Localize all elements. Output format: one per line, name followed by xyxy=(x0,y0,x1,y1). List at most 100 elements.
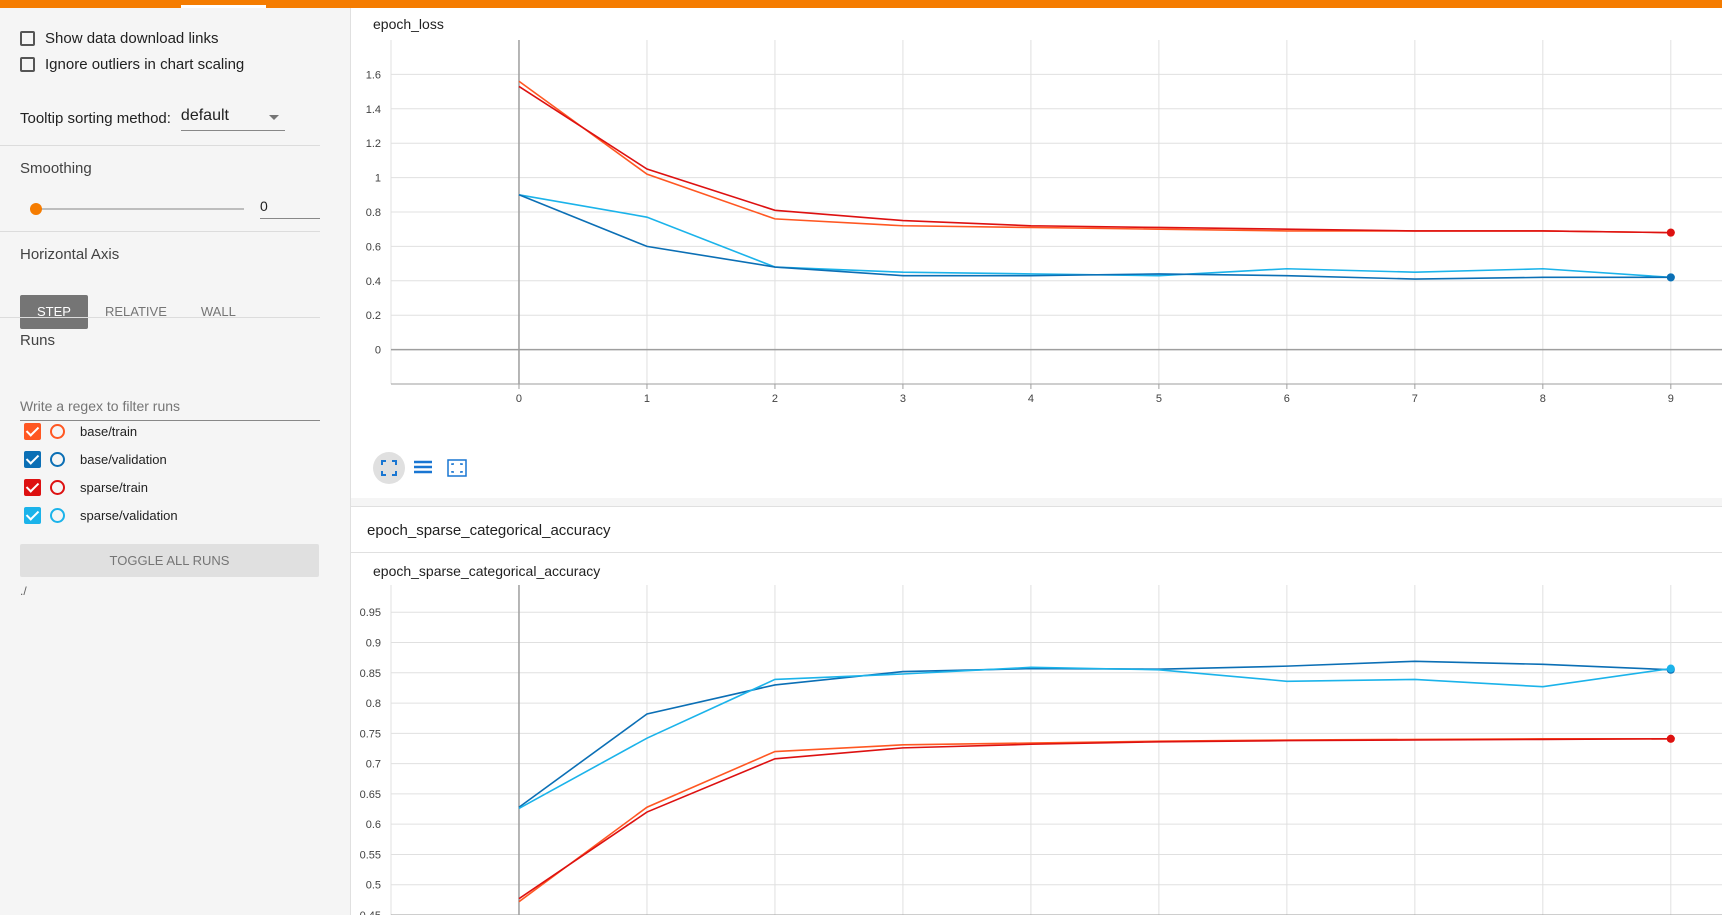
chart-svg: 0 0.2 0.4 0.6 0.8 1 1.2 1.4 1.6 0 1 2 3 4 5 6 7 8 9 xyxy=(366,40,1722,405)
y-tick-label: 0.75 xyxy=(360,728,381,740)
y-tick-label: 1.2 xyxy=(366,138,381,150)
x-tick-label: 0 xyxy=(516,393,522,405)
checkbox-box[interactable] xyxy=(20,31,35,46)
series-end-point xyxy=(1666,664,1675,673)
smoothing-slider-thumb[interactable] xyxy=(30,203,42,215)
chevron-down-icon xyxy=(268,115,279,120)
y-tick-label: 0.8 xyxy=(366,698,381,710)
series-line xyxy=(518,194,1671,280)
series-line xyxy=(518,660,1671,808)
divider xyxy=(0,145,320,146)
run-filter-input[interactable]: Write a regex to filter runs xyxy=(20,398,320,421)
chart-svg: 0.45 0.5 0.55 0.6 0.65 0.7 0.75 0.8 0.85 0.9 0.95 xyxy=(360,585,1722,915)
divider xyxy=(0,317,320,318)
y-tick-label: 0.2 xyxy=(366,310,381,322)
run-checkbox[interactable] xyxy=(24,507,41,524)
series-line xyxy=(518,737,1671,900)
ignore-outliers-checkbox[interactable]: Ignore outliers in chart scaling xyxy=(20,56,244,73)
x-tick-label: 5 xyxy=(1156,393,1162,405)
y-tick-label: 0.5 xyxy=(366,880,381,892)
divider xyxy=(0,231,320,232)
series-line xyxy=(518,85,1671,234)
y-tick-label: 0.85 xyxy=(360,668,381,680)
series-line xyxy=(518,80,1671,234)
x-tick-label: 1 xyxy=(644,393,650,405)
tooltip-sorting-value: default xyxy=(180,107,229,124)
run-checkbox[interactable] xyxy=(24,423,41,440)
x-tick-label: 3 xyxy=(900,393,906,405)
x-tick-label: 7 xyxy=(1412,393,1418,405)
checkbox-box[interactable] xyxy=(20,57,35,72)
top-app-bar xyxy=(0,0,1722,8)
smoothing-slider-track[interactable] xyxy=(36,208,244,210)
y-tick-label: 0.8 xyxy=(366,207,381,219)
y-tick-label: 0.65 xyxy=(360,789,381,801)
main-panel: epoch_loss 0 0.2 0.4 0.6 0.8 1 1.2 1.4 1.6 0 1 2 3 4 5… xyxy=(351,8,1722,915)
horizontal-axis-buttons: STEP RELATIVE WALL xyxy=(20,295,253,329)
series-end-point xyxy=(1666,734,1675,743)
run-color-circle-icon[interactable] xyxy=(50,452,65,467)
ignore-outliers-label: Ignore outliers in chart scaling xyxy=(45,56,245,73)
horizontal-axis-title: Horizontal Axis xyxy=(20,246,120,263)
series-line xyxy=(518,194,1671,279)
series-end-point xyxy=(1666,228,1675,237)
fullscreen-toggle-button[interactable] xyxy=(373,452,405,484)
x-tick-label: 4 xyxy=(1028,393,1034,405)
y-tick-label: 0.6 xyxy=(366,241,381,253)
axis-relative-button[interactable]: RELATIVE xyxy=(105,304,167,319)
run-item[interactable]: base/validation xyxy=(24,451,167,468)
run-item[interactable]: base/train xyxy=(24,423,137,440)
y-tick-label: 0 xyxy=(375,345,381,357)
fit-to-data-icon xyxy=(447,459,467,477)
tag-group-title: epoch_sparse_categorical_accuracy xyxy=(367,522,611,539)
group-separator xyxy=(351,498,1722,506)
settings-sidebar: Show data download links Ignore outliers… xyxy=(0,8,351,915)
tag-group-header[interactable]: epoch_sparse_categorical_accuracy xyxy=(351,506,1722,553)
tooltip-sorting-select[interactable]: default xyxy=(180,106,285,131)
axis-step-button[interactable]: STEP xyxy=(20,295,88,329)
y-tick-label: 1.6 xyxy=(366,69,381,81)
run-color-circle-icon[interactable] xyxy=(50,480,65,495)
y-tick-label: 1 xyxy=(375,173,381,185)
smoothing-title: Smoothing xyxy=(20,160,92,177)
log-directory: ./ xyxy=(20,584,27,598)
run-item[interactable]: sparse/validation xyxy=(24,507,178,524)
run-checkbox[interactable] xyxy=(24,479,41,496)
y-tick-label: 0.45 xyxy=(360,910,381,915)
series-end-point xyxy=(1666,273,1675,282)
run-color-circle-icon[interactable] xyxy=(50,424,65,439)
y-tick-label: 1.4 xyxy=(366,104,381,116)
list-lines-icon xyxy=(414,460,432,474)
chart-title: epoch_loss xyxy=(373,16,444,32)
y-tick-label: 0.7 xyxy=(366,759,381,771)
tooltip-sorting: Tooltip sorting method: default xyxy=(20,106,285,131)
log-scale-toggle-button[interactable] xyxy=(407,452,439,484)
runs-title: Runs xyxy=(20,332,56,349)
chart-title: epoch_sparse_categorical_accuracy xyxy=(373,563,601,579)
series-line xyxy=(518,666,1671,810)
y-tick-label: 0.9 xyxy=(366,638,381,650)
fit-domain-button[interactable] xyxy=(441,452,473,484)
chart-toolbar xyxy=(373,452,475,484)
y-tick-label: 0.4 xyxy=(366,276,381,288)
show-download-links-label: Show data download links xyxy=(45,30,219,47)
run-color-circle-icon[interactable] xyxy=(50,508,65,523)
run-label: sparse/validation xyxy=(80,508,178,523)
x-tick-label: 9 xyxy=(1668,393,1674,405)
run-checkbox[interactable] xyxy=(24,451,41,468)
run-label: sparse/train xyxy=(80,480,148,495)
axis-wall-button[interactable]: WALL xyxy=(200,304,236,319)
y-tick-label: 0.6 xyxy=(366,819,381,831)
run-label: base/train xyxy=(80,424,138,439)
x-tick-label: 2 xyxy=(772,393,778,405)
smoothing-input[interactable]: 0 xyxy=(260,198,320,219)
expand-icon xyxy=(381,460,397,476)
y-tick-label: 0.55 xyxy=(360,849,381,861)
x-tick-label: 6 xyxy=(1284,393,1290,405)
run-item[interactable]: sparse/train xyxy=(24,479,148,496)
run-label: base/validation xyxy=(80,452,167,467)
x-tick-label: 8 xyxy=(1540,393,1546,405)
y-tick-label: 0.95 xyxy=(360,607,381,619)
show-download-links-checkbox[interactable]: Show data download links xyxy=(20,30,218,47)
toggle-all-runs-button[interactable]: TOGGLE ALL RUNS xyxy=(20,544,319,577)
